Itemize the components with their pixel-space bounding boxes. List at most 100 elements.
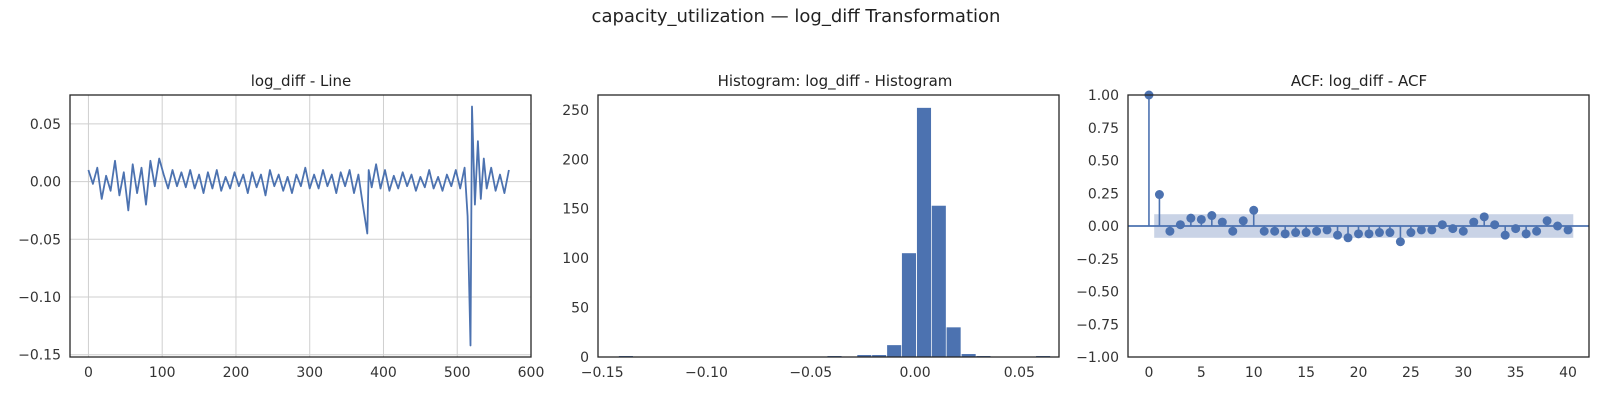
acf-point (1207, 211, 1217, 221)
line-xtick-label: 600 (518, 365, 545, 381)
acf-point (1312, 226, 1322, 236)
acf-ytick-label: −0.25 (1076, 252, 1119, 268)
line-xtick-label: 500 (444, 365, 471, 381)
acf-xtick-label: 10 (1245, 365, 1263, 381)
line-panel-tick-labels: 0 100 200 300 400 500 600 0.05 0.00 −0.05 −0.10 −0.… (18, 117, 544, 381)
acf-ytick-label: 0.75 (1088, 121, 1119, 137)
histogram-panel-tick-labels: −0.15 −0.10 −0.05 0.00 0.05 0 50 100 150 200 250 (562, 103, 1035, 381)
acf-point (1500, 230, 1510, 240)
acf-ytick-label: 0.25 (1088, 186, 1119, 202)
acf-point (1364, 229, 1374, 239)
histogram-bar (872, 355, 887, 357)
acf-xtick-label: 5 (1197, 365, 1206, 381)
acf-point (1228, 226, 1238, 236)
line-xtick-label: 300 (296, 365, 323, 381)
acf-point (1511, 224, 1521, 234)
acf-point (1427, 225, 1437, 235)
acf-xtick-label: 0 (1144, 365, 1153, 381)
acf-point (1322, 225, 1332, 235)
acf-ytick-label: 0.50 (1088, 154, 1119, 170)
histogram-bar (931, 205, 946, 357)
acf-point (1416, 225, 1426, 235)
line-xtick-label: 400 (370, 365, 397, 381)
line-ytick-label: 0.00 (30, 175, 61, 191)
line-ytick-label: −0.10 (18, 290, 61, 306)
acf-point (1490, 220, 1500, 230)
acf-point (1469, 217, 1479, 227)
acf-xtick-label: 35 (1507, 365, 1525, 381)
histogram-ytick-label: 0 (580, 350, 589, 366)
acf-point (1448, 224, 1458, 234)
acf-point (1385, 228, 1395, 238)
acf-ytick-label: −1.00 (1076, 350, 1119, 366)
acf-point (1333, 230, 1343, 240)
acf-point (1406, 228, 1416, 238)
log-diff-series-line (87, 105, 510, 347)
acf-xtick-label: 20 (1350, 365, 1368, 381)
histogram-panel-frame (597, 94, 1060, 358)
line-panel-title: log_diff - Line (251, 72, 352, 91)
histogram-bar (887, 345, 902, 357)
line-ytick-label: −0.05 (18, 232, 61, 248)
histogram-panel-marks (618, 107, 1051, 357)
line-xtick-label: 100 (149, 365, 176, 381)
acf-point (1196, 214, 1206, 224)
acf-point (1479, 212, 1489, 222)
acf-point (1238, 216, 1248, 226)
acf-point (1437, 220, 1447, 230)
histogram-ytick-label: 50 (571, 301, 589, 317)
histogram-ytick-label: 150 (562, 202, 589, 218)
acf-point (1542, 216, 1552, 226)
acf-point (1259, 226, 1269, 236)
acf-xtick-label: 40 (1559, 365, 1577, 381)
acf-xtick-label: 30 (1454, 365, 1472, 381)
line-xtick-label: 200 (223, 365, 250, 381)
acf-point (1291, 228, 1301, 238)
acf-point (1301, 228, 1311, 238)
acf-point (1563, 225, 1573, 235)
figure-title: capacity_utilization — log_diff Transfor… (592, 6, 1001, 27)
acf-point (1343, 233, 1353, 243)
histogram-xtick-label: 0.00 (899, 365, 930, 381)
acf-point (1354, 229, 1363, 239)
acf-point (1165, 226, 1175, 236)
histogram-panel: Histogram: log_diff - Histogram −0.15 −0.… (562, 72, 1060, 381)
histogram-bar (916, 107, 932, 357)
acf-ytick-label: 1.00 (1088, 88, 1119, 104)
acf-point (1186, 213, 1196, 223)
histogram-ytick-label: 200 (562, 152, 589, 168)
histogram-panel-title: Histogram: log_diff - Histogram (718, 72, 953, 91)
histogram-xtick-label: −0.15 (581, 365, 624, 381)
histogram-bar (901, 253, 917, 357)
acf-ytick-label: −0.50 (1076, 285, 1119, 301)
acf-point (1217, 217, 1227, 227)
acf-xtick-label: 25 (1402, 365, 1420, 381)
line-panel: log_diff - Line 0 100 200 300 400 500 6000.050… (18, 72, 544, 381)
acf-point (1280, 229, 1290, 239)
line-panel-gridlines (70, 95, 531, 357)
acf-panel: ACF: log_diff - ACF 0 5 10 15 20 25 30 35 40 1.00… (1076, 72, 1590, 381)
line-ytick-label: 0.05 (30, 117, 61, 133)
histogram-bar (946, 327, 961, 357)
line-ytick-label: −0.15 (18, 348, 61, 364)
line-xtick-label: 0 (84, 365, 93, 381)
histogram-xtick-label: −0.05 (789, 365, 832, 381)
line-panel-marks (87, 105, 510, 347)
acf-panel-tick-labels: 0 5 10 15 20 25 30 35 40 1.00 0.75 0.50 0.25 0.00 −0.2… (1076, 88, 1577, 381)
histogram-bar (961, 354, 976, 357)
histogram-ytick-label: 100 (562, 251, 589, 267)
acf-point (1553, 221, 1563, 231)
acf-point (1532, 226, 1542, 236)
histogram-bar (857, 355, 872, 357)
line-panel-frame (69, 94, 532, 358)
acf-point (1270, 226, 1280, 236)
acf-point (1175, 220, 1185, 230)
acf-point (1154, 190, 1164, 200)
acf-point (1395, 237, 1405, 247)
acf-point (1249, 205, 1259, 215)
acf-point (1521, 229, 1531, 239)
acf-point (1458, 226, 1468, 236)
acf-ytick-label: 0.00 (1088, 219, 1119, 235)
acf-panel-title: ACF: log_diff - ACF (1291, 72, 1427, 91)
